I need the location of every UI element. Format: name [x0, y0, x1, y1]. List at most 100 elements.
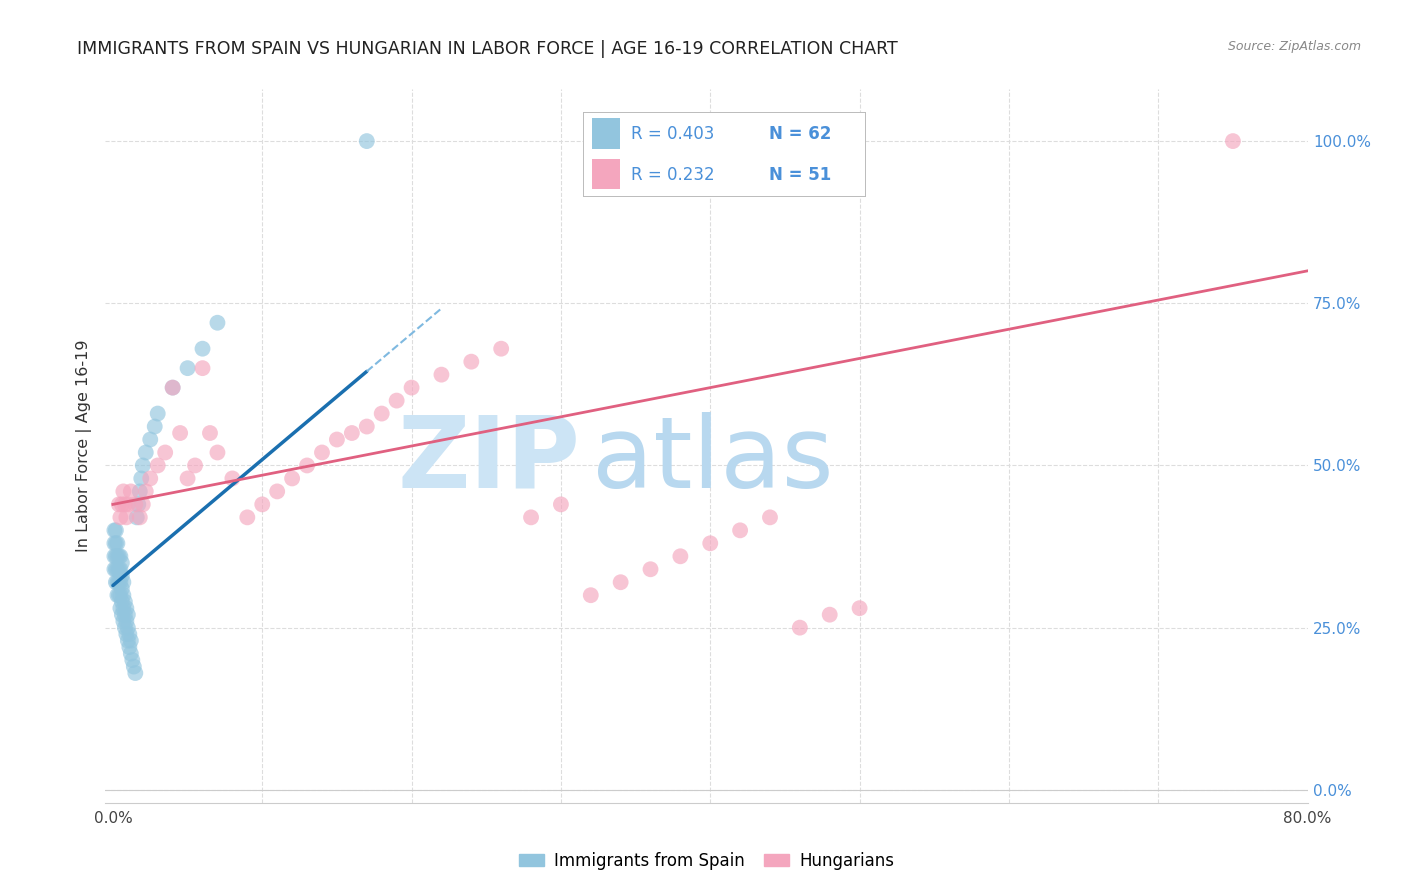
- Text: R = 0.232: R = 0.232: [631, 166, 714, 184]
- Point: [118, 627, 141, 641]
- Point: [789, 621, 811, 635]
- Point: [356, 419, 378, 434]
- Bar: [592, 159, 620, 189]
- Point: [669, 549, 692, 564]
- Point: [252, 497, 274, 511]
- Point: [236, 510, 259, 524]
- Point: [609, 575, 631, 590]
- Point: [169, 425, 191, 440]
- Point: [114, 497, 136, 511]
- Point: [198, 425, 221, 440]
- Point: [128, 484, 150, 499]
- Point: [103, 536, 125, 550]
- Point: [103, 549, 125, 564]
- Point: [135, 445, 157, 459]
- Point: [728, 524, 751, 538]
- Point: [110, 588, 132, 602]
- Point: [104, 562, 127, 576]
- Point: [127, 497, 149, 511]
- Point: [111, 568, 134, 582]
- Text: N = 51: N = 51: [769, 166, 831, 184]
- Point: [153, 445, 176, 459]
- Point: [105, 575, 128, 590]
- Point: [110, 575, 132, 590]
- Point: [295, 458, 318, 473]
- Point: [114, 621, 136, 635]
- Point: [114, 607, 136, 622]
- Point: [111, 595, 134, 609]
- Point: [104, 549, 127, 564]
- Point: [266, 484, 288, 499]
- Point: [105, 536, 128, 550]
- Point: [115, 510, 138, 524]
- Point: [104, 536, 127, 550]
- Point: [115, 627, 138, 641]
- Point: [207, 445, 229, 459]
- Point: [146, 407, 169, 421]
- Point: [489, 342, 512, 356]
- Text: IMMIGRANTS FROM SPAIN VS HUNGARIAN IN LABOR FORCE | AGE 16-19 CORRELATION CHART: IMMIGRANTS FROM SPAIN VS HUNGARIAN IN LA…: [77, 40, 898, 58]
- Point: [103, 562, 125, 576]
- Point: [105, 549, 128, 564]
- Point: [103, 524, 125, 538]
- Point: [112, 588, 135, 602]
- Point: [132, 497, 155, 511]
- Point: [115, 601, 138, 615]
- Point: [162, 381, 184, 395]
- Point: [143, 419, 166, 434]
- Point: [124, 497, 146, 511]
- Point: [111, 582, 134, 596]
- Point: [818, 607, 841, 622]
- Point: [146, 458, 169, 473]
- Point: [105, 588, 128, 602]
- Point: [112, 614, 135, 628]
- Point: [759, 510, 782, 524]
- Point: [848, 601, 870, 615]
- Point: [184, 458, 207, 473]
- Point: [139, 433, 162, 447]
- Point: [120, 633, 142, 648]
- Legend: Immigrants from Spain, Hungarians: Immigrants from Spain, Hungarians: [512, 846, 901, 877]
- Point: [105, 562, 128, 576]
- Point: [311, 445, 333, 459]
- Text: Source: ZipAtlas.com: Source: ZipAtlas.com: [1227, 40, 1361, 54]
- Point: [110, 562, 132, 576]
- Point: [108, 497, 131, 511]
- Point: [110, 549, 132, 564]
- Point: [385, 393, 408, 408]
- Point: [356, 134, 378, 148]
- Point: [111, 607, 134, 622]
- Point: [112, 575, 135, 590]
- Point: [135, 484, 157, 499]
- Point: [191, 361, 214, 376]
- Point: [112, 484, 135, 499]
- Point: [104, 524, 127, 538]
- Point: [117, 621, 139, 635]
- Point: [221, 471, 243, 485]
- Bar: [592, 119, 620, 149]
- Point: [108, 588, 131, 602]
- Point: [281, 471, 304, 485]
- Point: [430, 368, 453, 382]
- Text: atlas: atlas: [592, 412, 834, 508]
- Point: [108, 562, 131, 576]
- Point: [108, 549, 131, 564]
- Point: [114, 595, 136, 609]
- Point: [370, 407, 392, 421]
- Point: [112, 601, 135, 615]
- Point: [117, 607, 139, 622]
- Point: [340, 425, 363, 440]
- Point: [139, 471, 162, 485]
- Point: [108, 575, 131, 590]
- Y-axis label: In Labor Force | Age 16-19: In Labor Force | Age 16-19: [76, 340, 91, 552]
- Point: [550, 497, 572, 511]
- Text: ZIP: ZIP: [398, 412, 581, 508]
- Point: [120, 484, 142, 499]
- Point: [111, 556, 134, 570]
- Point: [579, 588, 602, 602]
- Point: [207, 316, 229, 330]
- Point: [326, 433, 349, 447]
- Point: [117, 633, 139, 648]
- Point: [176, 361, 198, 376]
- Point: [191, 342, 214, 356]
